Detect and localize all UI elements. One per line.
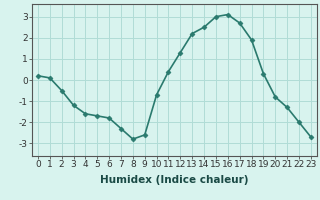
X-axis label: Humidex (Indice chaleur): Humidex (Indice chaleur) — [100, 175, 249, 185]
